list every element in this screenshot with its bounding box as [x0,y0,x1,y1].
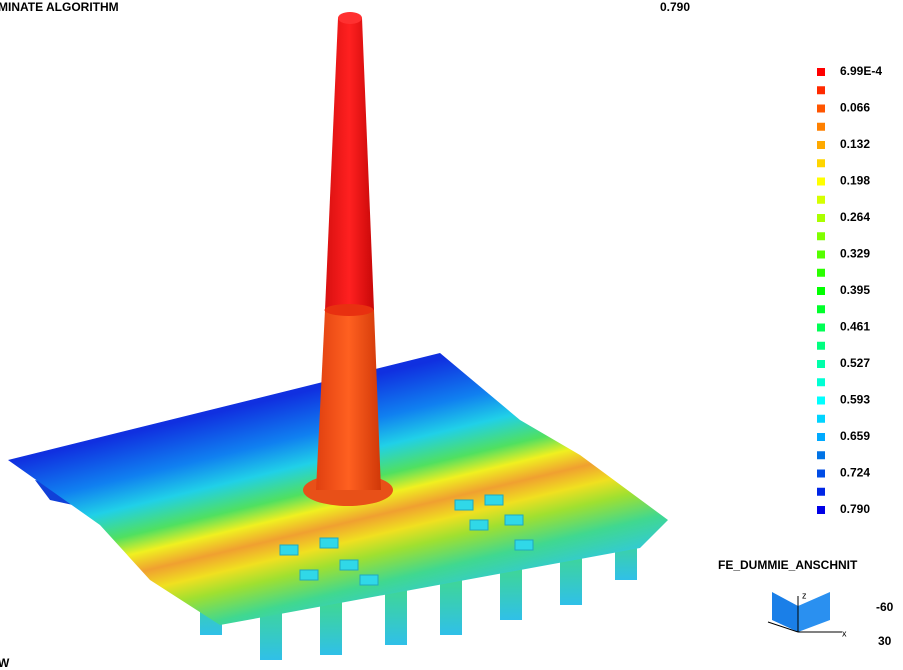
model-render [8,12,668,660]
legend-swatch [817,68,825,76]
legend-swatch [817,397,825,405]
svg-text:z: z [802,590,807,600]
legend-swatch [817,232,825,240]
legend-label: 0.066 [840,101,870,115]
legend-label: 0.461 [840,320,870,334]
legend-swatch [817,433,825,441]
legend-swatch [817,488,825,496]
legend-swatch [817,141,825,149]
legend-swatch [817,506,825,514]
legend-label: 0.264 [840,210,870,224]
legend-swatch [817,470,825,478]
model-name: FE_DUMMIE_ANSCHNIT [718,558,858,572]
legend-swatch [817,123,825,131]
legend-label: 6.99E-4 [840,64,882,78]
legend-swatch [817,251,825,259]
legend-swatch [817,159,825,167]
legend-label: 0.198 [840,174,870,188]
legend-swatch [817,415,825,423]
legend-label: 0.790 [840,502,870,516]
legend-swatch [817,360,825,368]
footer-text: W [0,656,10,670]
legend-swatch [817,214,825,222]
view-angle: -60 [876,600,894,614]
svg-text:x: x [842,628,847,638]
legend-label: 0.724 [840,466,870,480]
header-value: 0.790 [660,0,690,14]
legend-swatch [817,178,825,186]
legend-swatch [817,269,825,277]
color-legend: 6.99E-4 0.066 0.132 0.198 0.264 0.329 0.395 0.4… [817,64,882,516]
legend-label: 0.132 [840,137,870,151]
legend-label: 0.395 [840,283,870,297]
legend-swatch [817,287,825,295]
legend-label: 0.527 [840,356,870,370]
legend-swatch [817,378,825,386]
legend-swatch [817,305,825,313]
legend-swatch [817,196,825,204]
legend-swatch [817,324,825,332]
view-angle: 30 [878,634,892,648]
result-view: MINATE ALGORITHM 0.790 6.99E-4 0.066 0.132… [0,0,903,670]
legend-swatch [817,86,825,94]
algorithm-title: MINATE ALGORITHM [0,0,119,14]
legend-label: 0.593 [840,393,870,407]
legend-swatch [817,342,825,350]
legend-swatch [817,451,825,459]
legend-swatch [817,105,825,113]
legend-label: 0.329 [840,247,870,261]
axis-triad: z x [768,590,847,638]
legend-label: 0.659 [840,429,870,443]
